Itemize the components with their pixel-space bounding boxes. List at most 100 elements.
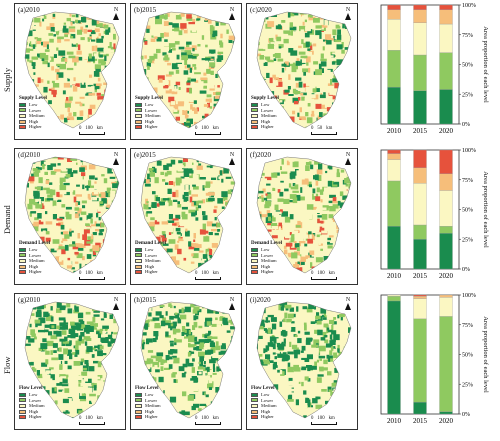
map-legend: Flow Level Low Lower Medium High Higher xyxy=(19,386,45,420)
legend-item: Low xyxy=(251,102,279,108)
bar-segment-high xyxy=(387,9,401,20)
legend-swatch xyxy=(19,247,26,252)
y-tick-label: 0% xyxy=(462,412,470,418)
region-map xyxy=(24,11,120,129)
legend-swatch xyxy=(135,270,142,275)
bar-segment-medium xyxy=(387,159,401,182)
legend-label: Lower xyxy=(261,252,273,258)
north-arrow-icon: N xyxy=(228,7,236,20)
legend-item: Higher xyxy=(251,414,277,420)
north-arrow-icon: N xyxy=(228,152,236,165)
legend-label: Medium xyxy=(29,258,45,264)
legend-swatch xyxy=(251,264,258,269)
map-title: (f)2020 xyxy=(250,151,271,159)
legend-label: High xyxy=(261,263,271,269)
legend-item: Lower xyxy=(19,398,45,404)
map-panel: (d)2010 N Demand Level Low Lower Medium High Hi… xyxy=(14,148,126,285)
scale-label: 100 xyxy=(201,271,209,276)
scale-label: 0 xyxy=(195,416,198,421)
bar-segment-low xyxy=(413,90,427,125)
scale-bar: 0 100 km xyxy=(79,416,105,425)
y-tick-label: 25% xyxy=(462,92,473,98)
scale-label: 100 xyxy=(317,416,325,421)
bar-segment-higher xyxy=(413,4,427,10)
scale-label: 100 xyxy=(317,271,325,276)
bar-segment-lower xyxy=(387,180,401,227)
legend-swatch xyxy=(135,114,142,119)
legend-swatch xyxy=(19,114,26,119)
y-axis-label: Area proportion of each level xyxy=(482,316,489,393)
stacked-bar-chart: 2010 2015 2020 0% 25% 50% 75% 100% Area proporti… xyxy=(375,3,498,140)
legend-item: Low xyxy=(19,102,47,108)
legend-swatch xyxy=(251,270,258,275)
bar-segment-lower xyxy=(413,54,427,91)
bar-segment-low xyxy=(413,401,427,415)
scale-label: 100 xyxy=(201,416,209,421)
scale-label: km xyxy=(96,271,103,276)
map-legend: Demand Level Low Lower Medium High Higher xyxy=(135,241,166,275)
scale-label: 0 xyxy=(311,416,314,421)
legend-label: Lower xyxy=(29,397,41,403)
legend-label: Higher xyxy=(145,124,158,130)
bar-segment-higher xyxy=(413,294,427,297)
legend-swatch xyxy=(19,253,26,258)
legend-label: Higher xyxy=(261,124,274,130)
legend-item: Higher xyxy=(251,269,282,275)
y-axis-label: Area proportion of each level xyxy=(482,171,489,248)
legend-item: High xyxy=(135,264,166,270)
legend-label: Medium xyxy=(261,403,277,409)
x-tick-label: 2010 xyxy=(387,272,402,280)
scale-label: km xyxy=(326,126,333,131)
x-tick-label: 2015 xyxy=(413,127,428,135)
scale-label: 50 xyxy=(317,126,323,131)
map-title: (g)2010 xyxy=(18,296,41,304)
north-arrow-icon: N xyxy=(344,152,352,165)
north-label: N xyxy=(229,152,235,158)
legend-swatch xyxy=(251,259,258,264)
scale-bar: 0 50 km xyxy=(311,126,337,135)
bar-segment-medium xyxy=(439,297,453,317)
row-label-flow: Flow xyxy=(2,356,12,374)
legend-label: Medium xyxy=(29,113,45,119)
scale-bar: 0 100 km xyxy=(79,271,105,280)
legend-label: Low xyxy=(261,247,270,253)
map-title: (e)2015 xyxy=(134,151,156,159)
legend-item: Higher xyxy=(19,414,45,420)
legend-item: Higher xyxy=(135,124,163,130)
legend-swatch xyxy=(19,409,26,414)
legend-label: Low xyxy=(261,102,270,108)
legend-swatch xyxy=(19,264,26,269)
bar-segment-higher xyxy=(439,149,453,174)
bar-segment-low xyxy=(439,89,453,125)
legend-label: Lower xyxy=(29,107,41,113)
x-tick-label: 2015 xyxy=(413,272,428,280)
legend-item: Lower xyxy=(251,253,282,259)
x-tick-label: 2020 xyxy=(439,127,454,135)
legend-swatch xyxy=(19,102,26,107)
legend-item: Lower xyxy=(19,253,50,259)
scale-label: km xyxy=(96,416,103,421)
north-arrow-icon: N xyxy=(112,297,120,310)
bar-segment-higher xyxy=(387,149,401,154)
legend-item: Low xyxy=(135,247,166,253)
legend-label: Lower xyxy=(145,397,157,403)
legend-swatch xyxy=(135,398,142,403)
legend-swatch xyxy=(251,415,258,420)
north-label: N xyxy=(229,297,235,303)
bar-segment-higher xyxy=(387,4,401,10)
north-label: N xyxy=(345,297,351,303)
legend-title: Supply Level xyxy=(19,96,47,101)
legend-swatch xyxy=(135,409,142,414)
legend-label: Lower xyxy=(29,252,41,258)
scale-bar: 0 100 km xyxy=(195,416,221,425)
legend-item: Higher xyxy=(135,269,166,275)
map-legend: Demand Level Low Lower Medium High Higher xyxy=(19,241,50,275)
legend-item: Lower xyxy=(135,398,161,404)
legend-title: Demand Level xyxy=(19,241,50,246)
legend-title: Demand Level xyxy=(251,241,282,246)
legend-swatch xyxy=(251,404,258,409)
bar-segment-low xyxy=(387,226,401,270)
legend-swatch xyxy=(135,102,142,107)
legend-item: Low xyxy=(19,247,50,253)
legend-label: Medium xyxy=(261,113,277,119)
